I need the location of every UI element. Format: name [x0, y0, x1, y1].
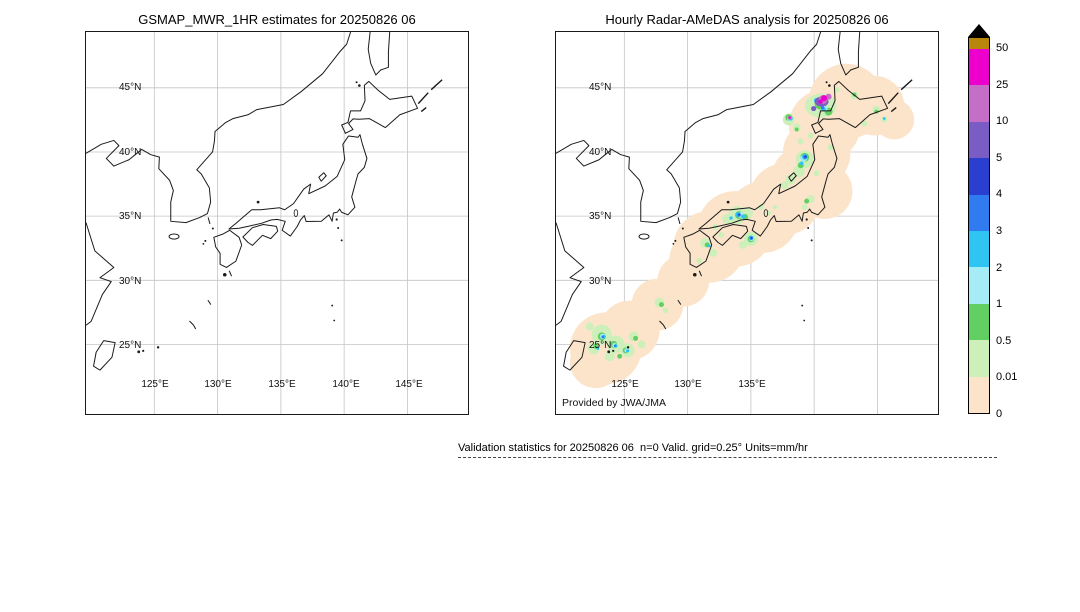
radar-amedas-map	[556, 32, 938, 414]
attribution-text: Provided by JWA/JMA	[562, 397, 667, 409]
colorbar-segment	[969, 340, 989, 377]
lat-tick: 45°N	[589, 82, 612, 93]
colorbar-label: 50	[996, 42, 1009, 54]
colorbar-label: 0	[996, 408, 1003, 420]
colorbar-label: 5	[996, 152, 1003, 164]
colorbar-segment	[969, 303, 989, 341]
colorbar-label: 2	[996, 262, 1003, 274]
colorbar-label: 1	[996, 298, 1003, 310]
lat-tick: 35°N	[119, 211, 142, 222]
colorbar-segment	[969, 121, 989, 159]
colorbar-overflow-arrow-icon	[968, 24, 990, 37]
lon-tick: 135°E	[268, 379, 296, 390]
colorbar-segment	[969, 376, 989, 414]
lat-tick: 25°N	[119, 340, 142, 351]
lon-tick: 135°E	[738, 379, 766, 390]
lon-tick: 145°E	[395, 379, 423, 390]
lon-tick: 130°E	[204, 379, 232, 390]
radar-amedas-map-panel: 45°N 40°N 35°N 30°N 25°N 125°E 130°E 135…	[555, 31, 939, 415]
lat-tick: 45°N	[119, 82, 142, 93]
lon-tick: 130°E	[674, 379, 702, 390]
colorbar-segment	[969, 158, 989, 195]
lon-tick: 125°E	[611, 379, 639, 390]
colorbar-segment	[969, 194, 989, 232]
colorbar-label: 0.5	[996, 335, 1012, 347]
colorbar-label: 4	[996, 188, 1003, 200]
colorbar-label: 3	[996, 225, 1003, 237]
validation-statistics-text: Validation statistics for 20250826 06 n=…	[458, 442, 808, 454]
left-panel-title: GSMAP_MWR_1HR estimates for 20250826 06	[138, 12, 416, 27]
lat-tick: 35°N	[589, 211, 612, 222]
gsmap-map	[86, 32, 468, 414]
colorbar-segment	[969, 231, 989, 268]
colorbar-overflow-segment	[969, 38, 989, 49]
colorbar	[968, 37, 990, 414]
lon-tick: 125°E	[141, 379, 169, 390]
colorbar-segment	[969, 267, 989, 304]
lat-tick: 30°N	[589, 276, 612, 287]
dashed-divider	[458, 457, 997, 458]
lat-tick: 40°N	[119, 147, 142, 158]
lat-tick: 25°N	[589, 340, 612, 351]
gsmap-map-panel: 45°N 40°N 35°N 30°N 25°N 125°E 130°E 135…	[85, 31, 469, 415]
lon-tick: 140°E	[332, 379, 360, 390]
lat-tick: 30°N	[119, 276, 142, 287]
colorbar-label: 10	[996, 115, 1009, 127]
colorbar-label: 25	[996, 79, 1009, 91]
colorbar-segment	[969, 49, 989, 86]
right-panel-title: Hourly Radar-AMeDAS analysis for 2025082…	[605, 12, 889, 27]
colorbar-segment	[969, 85, 989, 122]
colorbar-label: 0.01	[996, 371, 1018, 383]
lat-tick: 40°N	[589, 147, 612, 158]
